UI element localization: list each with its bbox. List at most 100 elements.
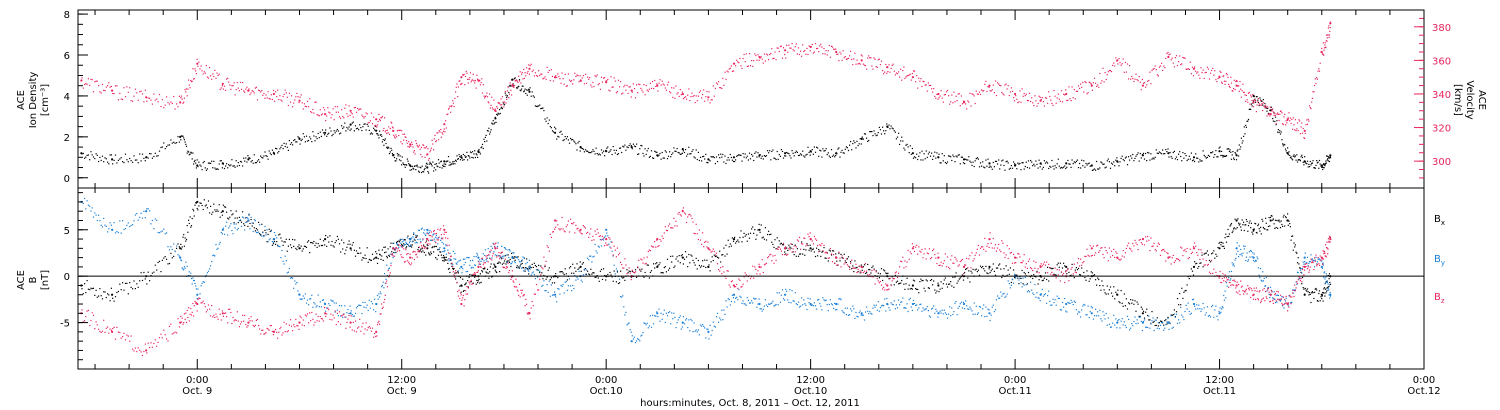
series-bottom-1 bbox=[80, 197, 1332, 344]
x-tick-day-2: Oct.10 bbox=[590, 386, 623, 397]
point-top-1-16 bbox=[460, 76, 463, 79]
point-top-1-2 bbox=[145, 96, 148, 99]
point-bottom-1-37 bbox=[962, 302, 966, 306]
series-top-1 bbox=[80, 21, 1332, 161]
point-top-1-0 bbox=[80, 79, 83, 82]
point-top-1-39 bbox=[1014, 92, 1017, 96]
point-bottom-0-29 bbox=[758, 228, 761, 231]
point-top-0-3 bbox=[179, 135, 182, 138]
point-bottom-2-36 bbox=[937, 256, 940, 259]
top-right-tick-label-1: 320 bbox=[1432, 124, 1451, 135]
point-bottom-1-30 bbox=[784, 293, 787, 296]
point-bottom-1-24 bbox=[630, 340, 633, 343]
point-bottom-1-35 bbox=[911, 302, 915, 306]
point-top-0-33 bbox=[860, 137, 863, 140]
point-top-0-20 bbox=[528, 90, 531, 93]
point-bottom-2-1 bbox=[111, 330, 114, 333]
point-bottom-2-3 bbox=[179, 321, 182, 324]
point-bottom-2-6 bbox=[247, 321, 250, 324]
point-top-1-54 bbox=[1329, 22, 1332, 25]
x-tick-day-5: Oct.11 bbox=[1203, 386, 1236, 397]
point-bottom-2-14 bbox=[426, 238, 429, 241]
series-bottom-2 bbox=[80, 207, 1332, 357]
point-top-1-10 bbox=[349, 109, 352, 112]
point-top-1-35 bbox=[911, 76, 915, 79]
point-bottom-2-27 bbox=[707, 247, 710, 250]
point-bottom-1-49 bbox=[1252, 256, 1255, 259]
point-bottom-0-46 bbox=[1192, 265, 1196, 268]
scatter-cloud-bottom-2 bbox=[81, 207, 1332, 357]
top-panel-marks bbox=[80, 21, 1332, 174]
point-bottom-0-9 bbox=[324, 238, 327, 241]
legend-bz: Bz bbox=[1434, 292, 1445, 305]
x-tick-time-3: 12:00 bbox=[796, 375, 825, 386]
bottom-ylabel-line2: B bbox=[28, 276, 39, 283]
point-bottom-0-1 bbox=[111, 293, 114, 296]
point-bottom-2-52 bbox=[1303, 265, 1306, 268]
point-top-1-11 bbox=[375, 118, 378, 121]
scatter-cloud-bottom-0 bbox=[81, 199, 1332, 327]
point-bottom-1-19 bbox=[511, 256, 514, 259]
x-tick-time-2: 0:00 bbox=[595, 375, 617, 386]
point-top-0-9 bbox=[324, 131, 327, 134]
point-bottom-2-8 bbox=[298, 321, 301, 324]
point-bottom-1-25 bbox=[656, 312, 659, 315]
point-bottom-2-17 bbox=[477, 265, 480, 268]
top-left-ylabel-line3: [cm⁻³] bbox=[40, 84, 51, 116]
point-bottom-2-48 bbox=[1235, 284, 1238, 287]
point-top-1-15 bbox=[443, 123, 446, 126]
point-bottom-0-28 bbox=[732, 238, 736, 241]
point-top-1-46 bbox=[1192, 67, 1196, 70]
point-top-1-51 bbox=[1286, 118, 1289, 121]
point-bottom-0-22 bbox=[579, 265, 582, 268]
point-top-1-45 bbox=[1167, 55, 1170, 59]
point-top-0-37 bbox=[962, 158, 966, 161]
point-bottom-2-5 bbox=[221, 312, 224, 315]
point-bottom-0-47 bbox=[1218, 247, 1221, 250]
point-top-1-12 bbox=[392, 129, 395, 132]
point-bottom-1-26 bbox=[681, 321, 684, 324]
x-tick-time-5: 12:00 bbox=[1205, 375, 1234, 386]
point-top-0-28 bbox=[732, 156, 736, 159]
scatter-cloud-top-1 bbox=[81, 21, 1332, 161]
point-top-1-41 bbox=[1065, 92, 1068, 96]
point-top-1-27 bbox=[707, 96, 710, 99]
point-top-1-4 bbox=[196, 62, 199, 65]
point-bottom-1-29 bbox=[758, 302, 761, 306]
point-bottom-0-5 bbox=[221, 210, 224, 213]
point-bottom-1-33 bbox=[860, 312, 863, 315]
point-top-0-35 bbox=[911, 152, 915, 155]
bottom-tick-label-0: -5 bbox=[60, 319, 70, 330]
top-left-ylabel-line2: Ion Density bbox=[28, 72, 39, 129]
point-top-0-24 bbox=[630, 146, 633, 149]
point-bottom-2-39 bbox=[1014, 256, 1017, 259]
point-bottom-0-31 bbox=[809, 247, 812, 250]
point-bottom-0-10 bbox=[349, 247, 352, 250]
point-bottom-1-48 bbox=[1235, 247, 1238, 250]
x-axis-label: hours:minutes, Oct. 8, 2011 – Oct. 12, 2… bbox=[640, 398, 860, 409]
point-top-1-20 bbox=[528, 67, 531, 70]
point-top-0-26 bbox=[681, 148, 684, 151]
point-bottom-1-6 bbox=[247, 219, 250, 222]
point-bottom-1-31 bbox=[809, 302, 812, 306]
point-bottom-2-10 bbox=[349, 321, 352, 324]
point-bottom-0-38 bbox=[988, 265, 991, 268]
point-bottom-1-28 bbox=[732, 293, 736, 296]
point-bottom-1-13 bbox=[409, 238, 412, 241]
point-top-1-44 bbox=[1141, 84, 1144, 87]
point-bottom-2-15 bbox=[443, 228, 446, 231]
point-bottom-0-35 bbox=[911, 284, 915, 287]
scatter-cloud-bottom-1 bbox=[81, 197, 1332, 344]
bottom-ylabel-line1: ACE bbox=[16, 270, 27, 290]
point-top-1-49 bbox=[1252, 101, 1255, 104]
point-bottom-1-7 bbox=[272, 238, 275, 241]
point-bottom-1-21 bbox=[554, 293, 557, 296]
point-bottom-2-29 bbox=[758, 265, 761, 268]
point-top-1-34 bbox=[886, 66, 889, 69]
point-top-0-41 bbox=[1065, 162, 1068, 165]
point-top-0-14 bbox=[426, 166, 429, 169]
point-top-1-50 bbox=[1269, 113, 1272, 116]
point-bottom-2-16 bbox=[460, 302, 463, 306]
point-top-0-48 bbox=[1235, 154, 1238, 157]
point-bottom-1-53 bbox=[1320, 265, 1323, 268]
